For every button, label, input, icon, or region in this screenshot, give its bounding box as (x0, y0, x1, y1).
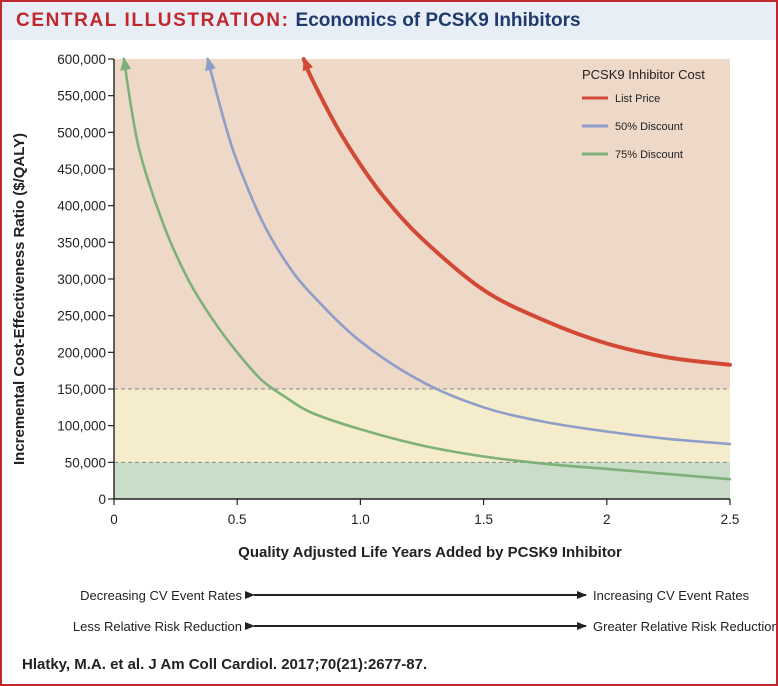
x-axis-title: Quality Adjusted Life Years Added by PCS… (238, 544, 622, 561)
x-tick-label: 1.5 (474, 512, 493, 527)
x-tick-label: 0 (110, 512, 118, 527)
figure-title: CENTRAL ILLUSTRATION: Economics of PCSK9 … (16, 10, 581, 32)
y-tick-label: 450,000 (57, 162, 106, 177)
y-tick-label: 0 (98, 492, 106, 507)
central-illustration-label: CENTRAL ILLUSTRATION: (16, 10, 290, 31)
curve-arrowhead-50-discount (205, 57, 216, 72)
x-tick-label: 2.5 (721, 512, 740, 527)
x-tick-label: 0.5 (228, 512, 247, 527)
figure-subtitle: Economics of PCSK9 Inhibitors (295, 10, 581, 31)
legend-title: PCSK9 Inhibitor Cost (582, 67, 705, 82)
citation: Hlatky, M.A. et al. J Am Coll Cardiol. 2… (22, 656, 428, 673)
y-tick-label: 500,000 (57, 125, 106, 140)
annotation-left-1: Decreasing CV Event Rates (80, 588, 242, 603)
header-bar: CENTRAL ILLUSTRATION: Economics of PCSK9 … (2, 2, 776, 40)
legend-label-75-discount: 75% Discount (615, 149, 683, 161)
y-tick-label: 350,000 (57, 235, 106, 250)
annotation-left-2: Less Relative Risk Reduction (73, 619, 242, 634)
band-cost-effective (114, 462, 730, 499)
curve-list-price (301, 57, 732, 367)
y-tick-label: 250,000 (57, 309, 106, 324)
annotation-right-1: Increasing CV Event Rates (593, 588, 750, 603)
legend-label-50-discount: 50% Discount (615, 121, 683, 133)
curve-75-discount (122, 57, 732, 481)
y-tick-label: 600,000 (57, 52, 106, 67)
y-tick-label: 50,000 (65, 455, 106, 470)
y-tick-label: 300,000 (57, 272, 106, 287)
y-tick-label: 550,000 (57, 89, 106, 104)
curve-50-discount (206, 57, 732, 446)
curve-arrowhead-75-discount (120, 57, 132, 71)
y-tick-label: 400,000 (57, 199, 106, 214)
legend-label-list-price: List Price (615, 93, 660, 105)
y-tick-label: 200,000 (57, 345, 106, 360)
y-tick-label: 100,000 (57, 419, 106, 434)
y-axis-title: Incremental Cost-Effectiveness Ratio ($/… (11, 133, 28, 465)
icer-chart: 0 50,000 100,000 150,000 200,000 250,000 300,0… (11, 52, 776, 634)
annotation-right-2: Greater Relative Risk Reduction (593, 619, 776, 634)
curve-arrowhead-list-price (302, 57, 313, 72)
x-tick-label: 2 (603, 512, 611, 527)
band-not-cost-effective (114, 59, 730, 389)
x-tick-label: 1.0 (351, 512, 370, 527)
y-tick-label: 150,000 (57, 382, 106, 397)
band-intermediate (114, 389, 730, 463)
